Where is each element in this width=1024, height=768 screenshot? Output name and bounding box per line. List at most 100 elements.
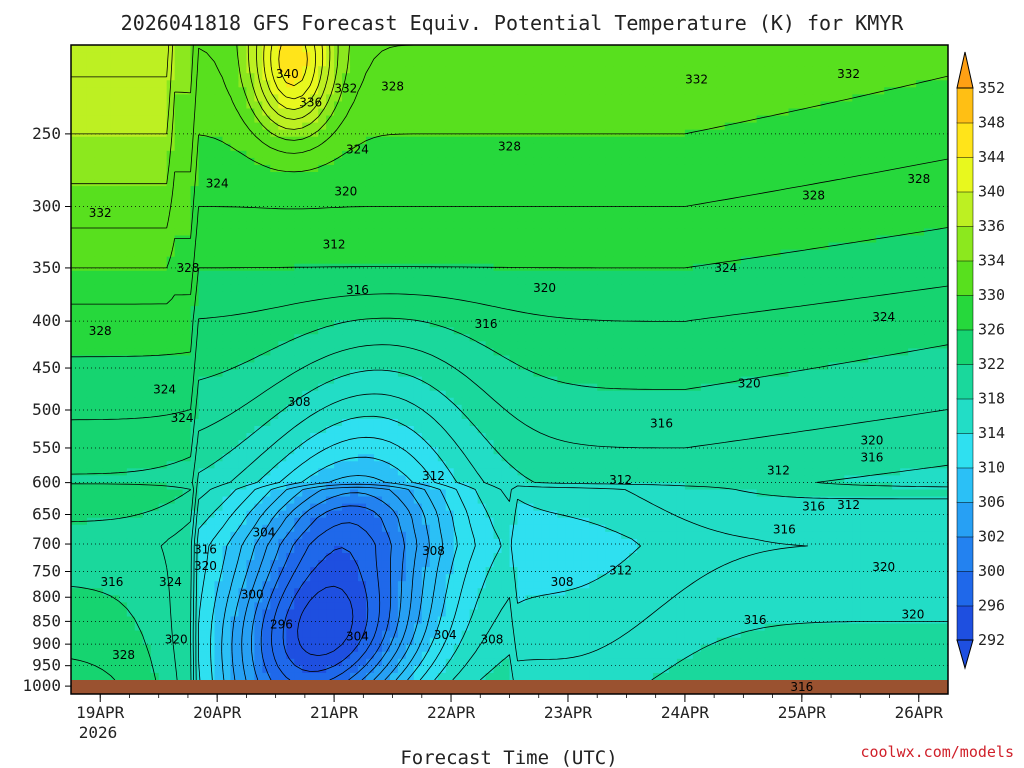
field-cell xyxy=(142,108,152,117)
field-cell xyxy=(565,221,574,230)
field-cell xyxy=(716,150,726,159)
field-cell xyxy=(278,136,287,145)
field-cell xyxy=(549,299,558,307)
field-cell xyxy=(302,45,311,53)
field-cell xyxy=(796,66,806,74)
field-cell xyxy=(684,94,694,103)
field-cell xyxy=(334,313,343,321)
field-cell xyxy=(836,52,845,60)
field-cell xyxy=(174,235,184,244)
field-cell xyxy=(684,221,694,230)
field-cell xyxy=(756,348,766,357)
field-cell xyxy=(278,129,287,138)
field-cell xyxy=(924,108,933,117)
field-cell xyxy=(190,221,200,230)
field-cell xyxy=(286,348,295,357)
field-cell xyxy=(804,313,814,321)
field-cell xyxy=(533,172,542,180)
field-cell xyxy=(445,179,455,187)
field-cell xyxy=(812,228,822,237)
field-cell xyxy=(477,228,487,237)
field-cell xyxy=(326,150,335,159)
field-cell xyxy=(772,270,782,279)
field-cell xyxy=(700,242,710,251)
field-cell xyxy=(525,179,535,187)
field-cell xyxy=(150,164,160,173)
field-cell xyxy=(844,214,853,222)
field-cell xyxy=(421,249,431,258)
field-cell xyxy=(78,299,88,307)
field-cell xyxy=(653,80,662,88)
field-cell xyxy=(589,101,598,110)
field-cell xyxy=(421,313,431,321)
field-cell xyxy=(716,235,726,244)
field-cell xyxy=(94,157,104,166)
field-cell xyxy=(389,157,399,166)
field-cell xyxy=(453,256,463,265)
field-cell xyxy=(318,207,327,215)
field-cell xyxy=(700,291,710,300)
field-cell xyxy=(389,263,399,272)
field-cell xyxy=(342,214,351,222)
field-cell xyxy=(884,164,893,173)
field-cell xyxy=(764,320,774,328)
field-cell xyxy=(700,129,710,138)
field-cell xyxy=(190,59,200,67)
field-cell xyxy=(71,122,80,131)
field-cell xyxy=(828,200,837,208)
field-cell xyxy=(174,284,184,293)
field-cell xyxy=(214,200,224,208)
field-cell xyxy=(429,299,439,307)
field-cell xyxy=(549,341,558,349)
field-cell xyxy=(892,94,901,103)
field-cell xyxy=(214,306,224,314)
field-cell xyxy=(413,313,423,321)
field-cell xyxy=(334,94,343,103)
field-cell xyxy=(373,284,383,293)
field-cell xyxy=(326,327,335,335)
field-cell xyxy=(246,284,255,293)
field-cell xyxy=(94,334,104,342)
field-cell xyxy=(262,136,271,145)
field-cell xyxy=(342,362,351,371)
field-cell xyxy=(71,157,80,166)
field-cell xyxy=(397,313,407,321)
field-cell xyxy=(182,150,192,159)
field-cell xyxy=(110,179,120,187)
field-cell xyxy=(557,327,566,335)
field-cell xyxy=(645,313,654,321)
field-cell xyxy=(868,87,877,95)
field-cell xyxy=(206,228,216,237)
field-cell xyxy=(318,327,327,335)
field-cell xyxy=(78,101,88,110)
field-cell xyxy=(501,306,511,314)
field-cell xyxy=(342,284,351,293)
field-cell xyxy=(716,355,726,364)
field-cell xyxy=(477,179,487,187)
field-cell xyxy=(748,299,758,307)
field-cell xyxy=(541,193,550,201)
field-cell xyxy=(820,221,830,230)
field-cell xyxy=(310,101,319,110)
field-cell xyxy=(597,299,606,307)
field-cell xyxy=(684,270,694,279)
field-cell xyxy=(142,270,152,279)
field-cell xyxy=(645,299,654,307)
field-cell xyxy=(501,150,511,159)
field-cell xyxy=(772,59,782,67)
field-cell xyxy=(254,320,263,328)
field-cell xyxy=(748,214,758,222)
field-cell xyxy=(876,334,885,342)
field-cell xyxy=(820,348,830,357)
field-cell xyxy=(318,263,327,272)
field-cell xyxy=(397,270,407,279)
field-cell xyxy=(86,143,96,152)
field-cell xyxy=(142,320,152,328)
field-cell xyxy=(676,284,686,293)
field-cell xyxy=(405,277,415,286)
field-cell xyxy=(405,221,415,230)
field-cell xyxy=(421,52,431,60)
field-cell xyxy=(748,52,758,60)
field-cell xyxy=(557,256,566,265)
field-cell xyxy=(676,52,686,60)
